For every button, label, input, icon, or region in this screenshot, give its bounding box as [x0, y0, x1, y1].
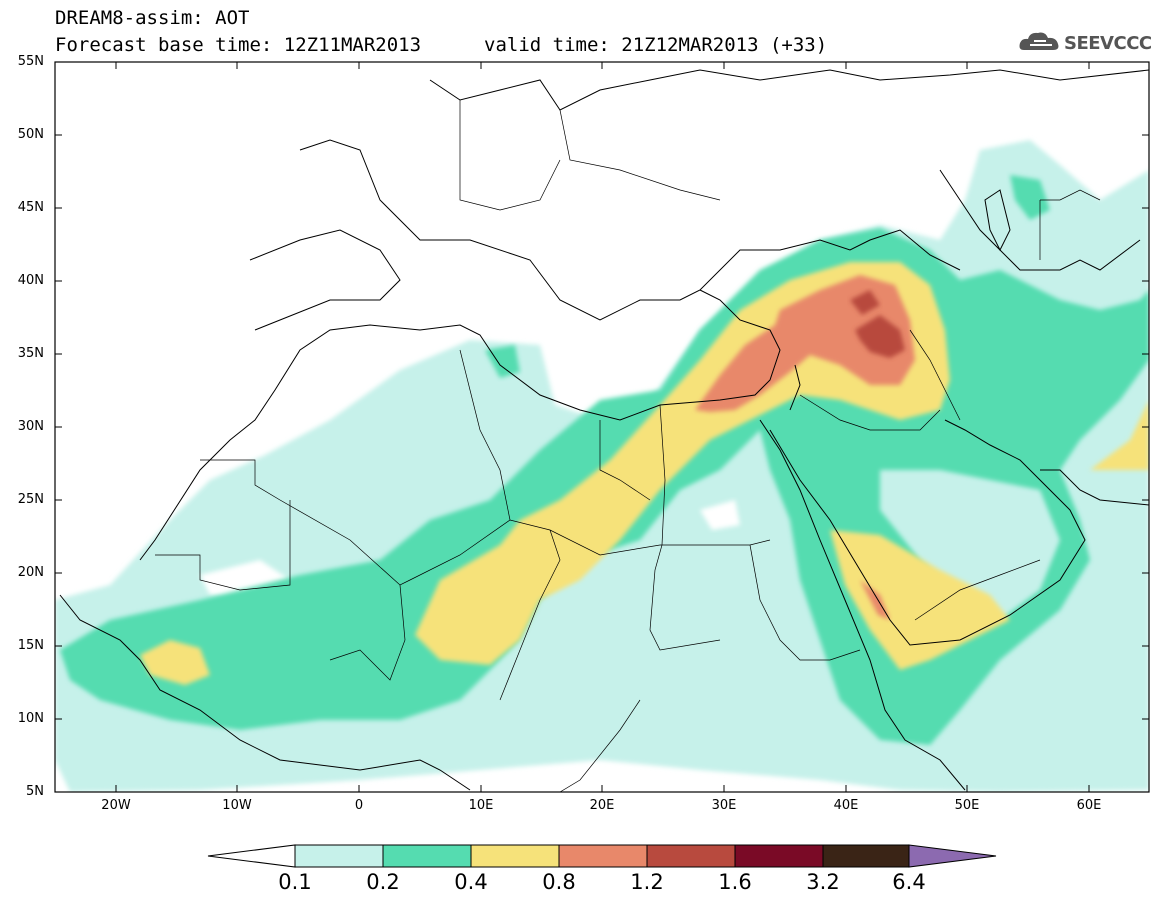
lat-label-5n: 5N	[26, 784, 44, 799]
coastlines	[59, 69, 1149, 791]
colorbar-label-6.4: 6.4	[892, 870, 926, 894]
lat-label-15n: 15N	[17, 638, 44, 653]
colorbar-label-0.4: 0.4	[454, 870, 488, 894]
lon-label-10e: 10E	[468, 798, 494, 813]
lat-label-35n: 35N	[17, 346, 44, 361]
lat-label-20n: 20N	[17, 565, 44, 580]
lat-label-25n: 25N	[17, 492, 44, 507]
valid-time: valid time: 21Z12MAR2013 (+33)	[484, 34, 828, 56]
aot-contour-0.4-senegal	[140, 640, 210, 685]
logo-text: SEEVCCC	[1064, 33, 1152, 54]
lon-label-20w: 20W	[101, 798, 131, 813]
colorbar-label-3.2: 3.2	[806, 870, 840, 894]
aot-clear-area-2	[700, 500, 740, 530]
lon-label-30e: 30E	[711, 798, 737, 813]
aot-contour-0.4-arabia	[830, 530, 1010, 670]
colorbar-label-1.2: 1.2	[630, 870, 664, 894]
colorbar-label-0.2: 0.2	[366, 870, 400, 894]
axis-ticks	[55, 61, 1149, 792]
lat-label-10n: 10N	[17, 711, 44, 726]
lon-label-50e: 50E	[954, 798, 980, 813]
lon-label-20e: 20E	[589, 798, 615, 813]
lat-label-45n: 45N	[17, 200, 44, 215]
lat-label-40n: 40N	[17, 273, 44, 288]
aot-contour-1.2	[855, 315, 905, 358]
colorbar-label-0.1: 0.1	[278, 870, 312, 894]
lon-label-60e: 60E	[1076, 798, 1102, 813]
lat-label-50n: 50N	[17, 127, 44, 142]
lat-label-55n: 55N	[17, 54, 44, 69]
lon-label-10w: 10W	[222, 798, 252, 813]
map-title: DREAM8-assim: AOT	[55, 7, 250, 29]
lon-label-40e: 40E	[833, 798, 859, 813]
aot-field	[55, 62, 1149, 792]
colorbar-label-1.6: 1.6	[718, 870, 752, 894]
forecast-base-time: Forecast base time: 12Z11MAR2013	[55, 34, 422, 56]
aot-contour-0.1-inner	[555, 570, 720, 690]
aot-contour-0.1-inner-2	[880, 470, 1060, 620]
lon-label-0: 0	[354, 798, 364, 813]
country-borders	[155, 100, 1101, 792]
cloud-logo-icon	[1019, 32, 1059, 50]
aot-contour-0.4-iran	[1090, 400, 1149, 470]
colorbar-label-0.8: 0.8	[542, 870, 576, 894]
lat-label-30n: 30N	[17, 419, 44, 434]
aot-contour-1.2-b	[850, 290, 880, 315]
aot-contour-0.2-tunis	[485, 345, 520, 378]
aot-contour-0.8-redsea	[860, 580, 890, 620]
aot-contour-0.4	[415, 262, 950, 665]
